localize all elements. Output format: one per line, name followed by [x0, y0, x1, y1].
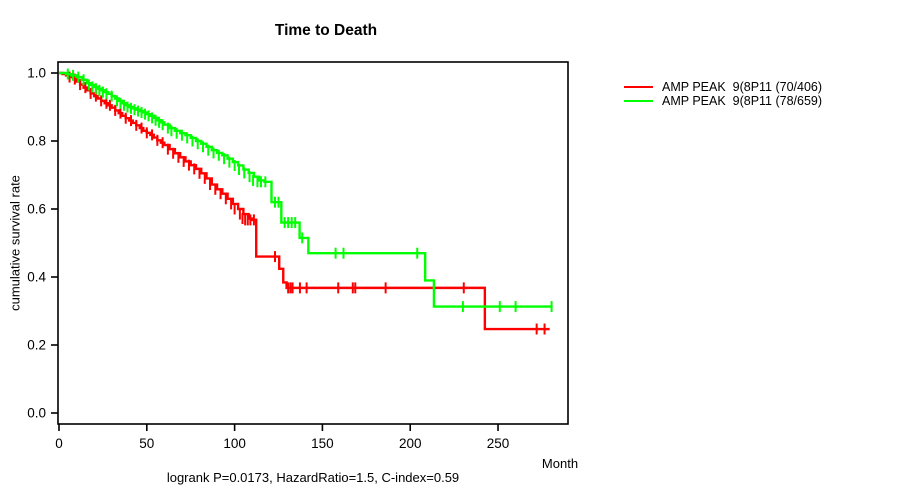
survival-curve-0: [59, 71, 550, 331]
y-tick-label: 1.0: [27, 66, 46, 81]
y-tick-label: 0.0: [27, 406, 46, 421]
legend-row-red: AMP PEAK 9(8P11 (70/406): [624, 80, 822, 94]
green-line-swatch: [624, 100, 653, 102]
legend-label-green: AMP PEAK 9(8P11 (78/659): [662, 94, 823, 108]
y-tick-label: 0.4: [27, 270, 46, 285]
x-tick-label: 0: [55, 436, 63, 451]
x-tick-label: 200: [399, 436, 422, 451]
y-tick-label: 0.6: [27, 202, 46, 217]
x-tick-label: 250: [487, 436, 510, 451]
y-axis-title: cumulative survival rate: [7, 175, 23, 311]
plot-box: [57, 61, 569, 425]
logrank-annotation: logrank P=0.0173, HazardRatio=1.5, C-ind…: [166, 470, 460, 485]
x-axis-title: Month: [541, 456, 579, 471]
legend: AMP PEAK 9(8P11 (70/406) AMP PEAK 9(8P11…: [624, 80, 822, 108]
y-tick-label: 0.2: [27, 338, 46, 353]
legend-label-red: AMP PEAK 9(8P11 (70/406): [662, 80, 823, 94]
y-tick-label: 0.8: [27, 134, 46, 149]
chart-title: Time to Death: [274, 22, 378, 39]
survival-curve-1: [59, 71, 552, 308]
legend-row-green: AMP PEAK 9(8P11 (78/659): [624, 94, 822, 108]
red-line-swatch: [624, 86, 653, 88]
x-tick-label: 100: [223, 436, 246, 451]
x-tick-label: 50: [139, 436, 154, 451]
x-tick-label: 150: [311, 436, 334, 451]
